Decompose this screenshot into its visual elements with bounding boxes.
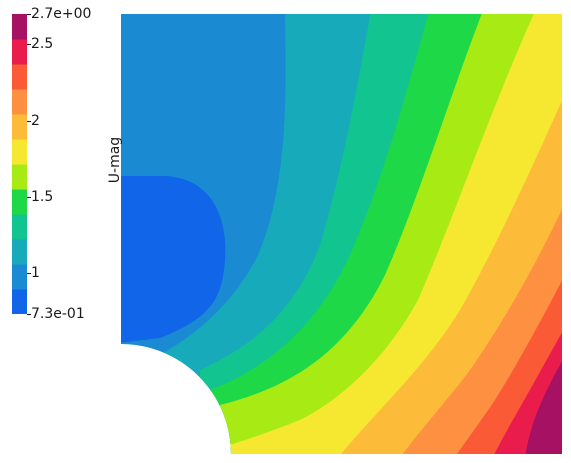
legend-color-step <box>12 164 27 190</box>
legend-color-step <box>12 39 27 65</box>
legend-color-step <box>12 139 27 165</box>
legend-color-step <box>12 189 27 215</box>
legend-tick-label: 7.3e-01 <box>31 306 85 322</box>
legend-color-step <box>12 89 27 115</box>
legend-tick-mark <box>27 314 31 315</box>
legend-tick-label: 1 <box>31 264 40 281</box>
legend-tick-mark <box>27 14 31 15</box>
legend-tick-mark <box>27 197 31 198</box>
contour-band-11 <box>522 330 562 454</box>
color-legend-bar <box>12 14 27 314</box>
legend-tick-label: 1.5 <box>31 188 54 205</box>
legend-tick-mark <box>27 44 31 45</box>
legend-tick-label: 2 <box>31 112 40 129</box>
legend-color-step <box>12 114 27 140</box>
legend-color-step <box>12 14 27 40</box>
legend-color-step <box>12 64 27 90</box>
contour-band-10 <box>482 300 562 454</box>
legend-color-step <box>12 239 27 265</box>
color-legend-title: U-mag <box>107 136 123 184</box>
legend-color-step <box>12 214 27 240</box>
contour-field <box>121 14 562 454</box>
legend-tick-mark <box>27 273 31 274</box>
legend-color-step <box>12 289 27 314</box>
legend-tick-label: 2.5 <box>31 36 54 53</box>
contour-band-0 <box>121 176 226 345</box>
legend-tick-mark <box>27 121 31 122</box>
legend-color-step <box>12 264 27 290</box>
legend-tick-label: 2.7e+00 <box>31 6 92 22</box>
